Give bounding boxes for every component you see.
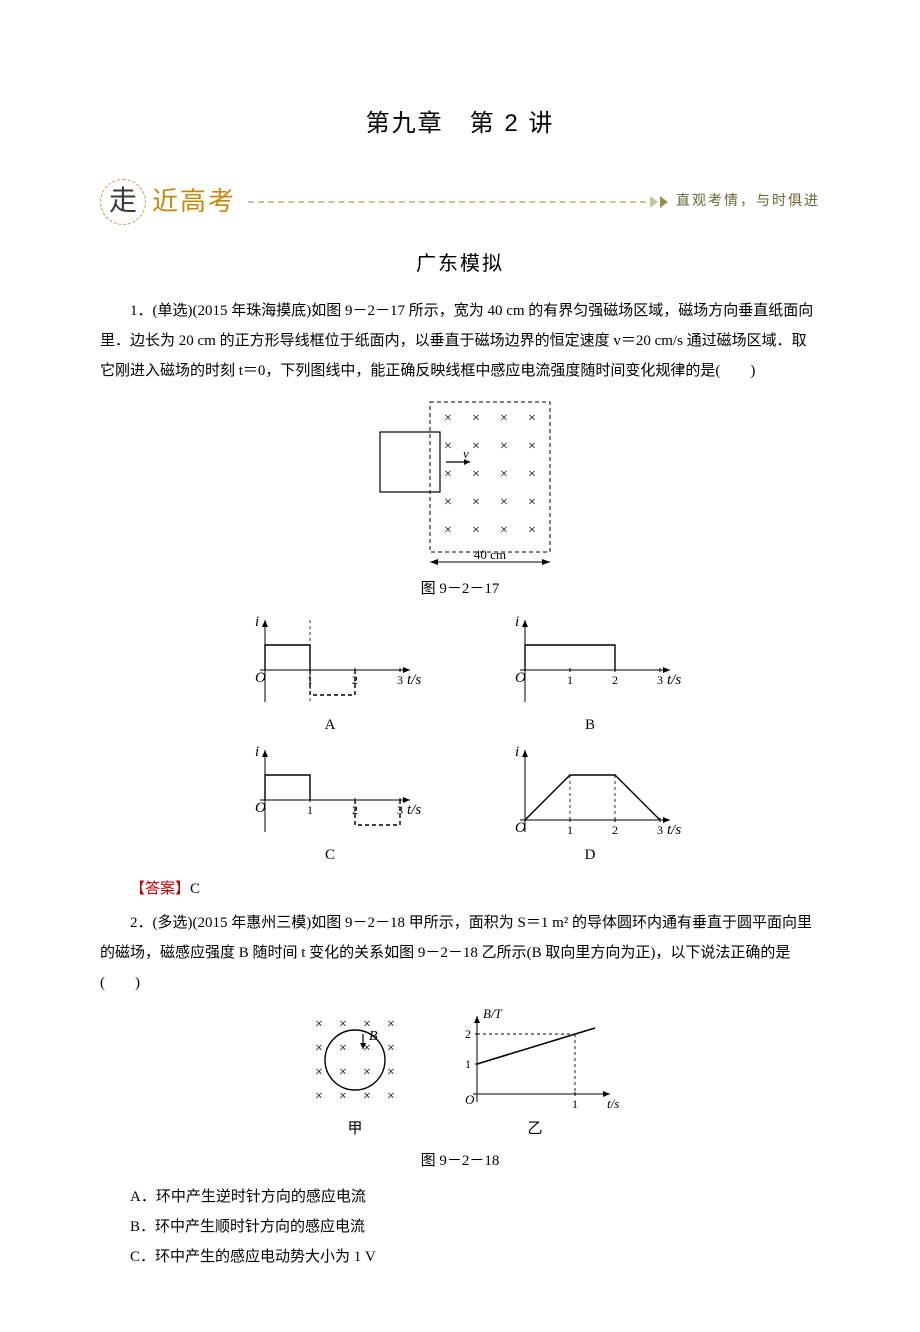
svg-text:×: × <box>339 1017 347 1032</box>
q1-opt-B-label: B <box>495 710 685 740</box>
svg-text:×: × <box>444 467 452 482</box>
svg-text:×: × <box>444 411 452 426</box>
svg-text:×: × <box>444 523 452 538</box>
svg-text:O: O <box>515 820 526 836</box>
q2-opt-B: B．环中产生顺时针方向的感应电流 <box>100 1212 820 1242</box>
svg-text:i: i <box>255 614 259 630</box>
svg-text:1: 1 <box>572 1097 578 1111</box>
svg-text:2: 2 <box>612 823 618 837</box>
svg-text:×: × <box>387 1089 395 1104</box>
svg-text:×: × <box>500 411 508 426</box>
svg-text:×: × <box>339 1065 347 1080</box>
svg-text:×: × <box>528 523 536 538</box>
svg-text:O: O <box>515 670 526 686</box>
q2-body: 2．(多选)(2015 年惠州三模)如图 9－2－18 甲所示，面积为 S＝1 … <box>100 908 820 998</box>
svg-text:i: i <box>255 744 259 760</box>
svg-text:3: 3 <box>657 673 663 687</box>
q1-body: 1．(单选)(2015 年珠海摸底)如图 9－2－17 所示，宽为 40 cm … <box>100 296 820 386</box>
svg-text:×: × <box>472 523 480 538</box>
q1-opt-D-label: D <box>495 840 685 870</box>
svg-text:t/s: t/s <box>407 672 421 688</box>
q1-opt-A-figure: i O t/s 1 2 3 A <box>235 610 425 740</box>
svg-text:×: × <box>528 495 536 510</box>
q2-fig-jia-label: 甲 <box>295 1114 415 1144</box>
svg-text:1: 1 <box>567 823 573 837</box>
answer-label: 【答案】 <box>130 881 190 897</box>
q2-fig-yi: B/T t/s O 1 2 1 乙 <box>445 1004 625 1144</box>
chapter-title: 第九章 第 2 讲 <box>100 100 820 148</box>
svg-text:×: × <box>500 495 508 510</box>
q1-opt-D-figure: i O t/s 1 2 3 D <box>495 740 685 870</box>
xlab: t/s <box>607 1096 619 1111</box>
svg-text:×: × <box>500 523 508 538</box>
q2-caption: 图 9－2－18 <box>100 1146 820 1176</box>
svg-text:t/s: t/s <box>667 672 681 688</box>
svg-text:×: × <box>339 1089 347 1104</box>
svg-text:×: × <box>528 439 536 454</box>
svg-text:O: O <box>255 670 266 686</box>
svg-text:×: × <box>472 411 480 426</box>
q1-opt-A-label: A <box>235 710 425 740</box>
svg-text:×: × <box>472 439 480 454</box>
svg-text:1: 1 <box>567 673 573 687</box>
svg-text:i: i <box>515 744 519 760</box>
q1-opt-C-figure: i O t/s 1 2 3 C <box>235 740 425 870</box>
svg-text:×: × <box>363 1065 371 1080</box>
q1-caption: 图 9－2－17 <box>100 574 820 604</box>
svg-text:O: O <box>255 800 266 816</box>
triangle-icon <box>650 196 658 208</box>
width-label: 40 cm <box>474 547 506 562</box>
triangle-icon <box>660 196 668 208</box>
svg-text:1: 1 <box>307 803 313 817</box>
svg-text:3: 3 <box>397 673 403 687</box>
q2-figures: ×××× ×××× ×××× ×××× B 甲 B/T <box>100 1004 820 1144</box>
svg-text:×: × <box>315 1017 323 1032</box>
svg-text:1: 1 <box>465 1057 471 1071</box>
v-label: v <box>463 446 469 461</box>
q1-options-figures: i O t/s 1 2 3 A i O t/s 1 <box>220 610 700 870</box>
answer-value: C <box>190 881 200 897</box>
zou-roundel: 走 <box>100 179 146 225</box>
q1-answer: 【答案】C <box>100 874 820 904</box>
q2-opt-A: A．环中产生逆时针方向的感应电流 <box>100 1182 820 1212</box>
svg-text:×: × <box>500 467 508 482</box>
svg-text:2: 2 <box>612 673 618 687</box>
ylab: B/T <box>483 1006 503 1021</box>
svg-text:×: × <box>444 495 452 510</box>
svg-text:×: × <box>315 1041 323 1056</box>
svg-text:t/s: t/s <box>667 822 681 838</box>
svg-text:×: × <box>500 439 508 454</box>
q2-fig-jia: ×××× ×××× ×××× ×××× B 甲 <box>295 1004 415 1144</box>
section-title: 广东模拟 <box>100 244 820 284</box>
q2-fig-yi-label: 乙 <box>445 1114 625 1144</box>
svg-text:i: i <box>515 614 519 630</box>
q1-opt-C-label: C <box>235 840 425 870</box>
svg-text:×: × <box>339 1041 347 1056</box>
q1-main-figure: × × × × × × × × × × × × × × × × × × × × v 40 cm <box>100 392 820 572</box>
svg-text:×: × <box>363 1089 371 1104</box>
svg-text:×: × <box>472 467 480 482</box>
B-label: B <box>369 1029 378 1044</box>
q2-opt-C: C．环中产生的感应电动势大小为 1 V <box>100 1242 820 1272</box>
svg-text:t/s: t/s <box>407 802 421 818</box>
svg-text:×: × <box>444 439 452 454</box>
svg-text:O: O <box>465 1092 475 1107</box>
svg-text:2: 2 <box>465 1027 471 1041</box>
svg-text:×: × <box>472 495 480 510</box>
svg-text:×: × <box>528 467 536 482</box>
zou-text: 近高考 <box>152 176 236 228</box>
svg-text:×: × <box>387 1041 395 1056</box>
svg-text:3: 3 <box>657 823 663 837</box>
q1-opt-B-figure: i O t/s 1 2 3 B <box>495 610 685 740</box>
svg-text:×: × <box>315 1089 323 1104</box>
dash-line <box>248 201 646 203</box>
svg-text:×: × <box>315 1065 323 1080</box>
header-subtag: 直观考情，与时俱进 <box>676 188 820 216</box>
svg-text:×: × <box>387 1065 395 1080</box>
svg-text:×: × <box>387 1017 395 1032</box>
svg-text:×: × <box>528 411 536 426</box>
zoujingaokao-header: 走 近高考 直观考情，与时俱进 <box>100 176 820 228</box>
